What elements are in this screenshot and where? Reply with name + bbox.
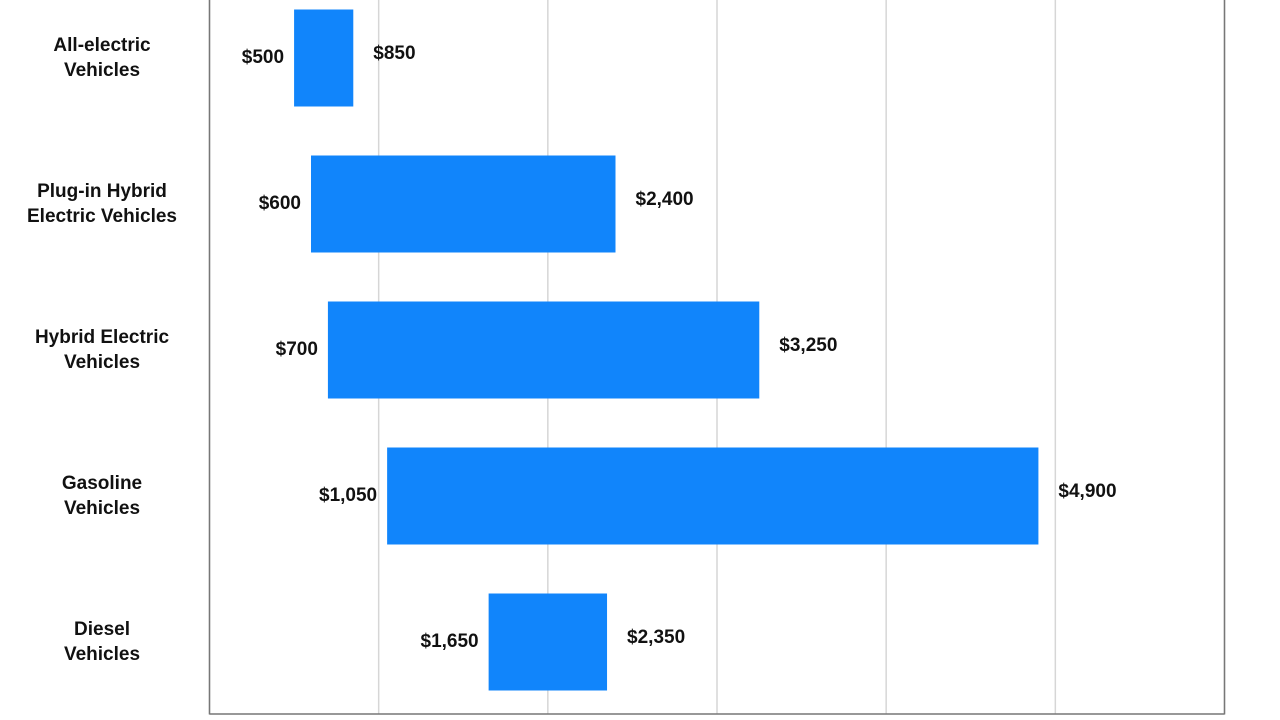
value-label-high: $850 (373, 43, 415, 64)
value-label-high: $3,250 (779, 335, 837, 356)
bar (387, 447, 1039, 545)
category-label: Plug-in Hybrid Electric Vehicles (27, 181, 177, 227)
value-label-low: $500 (242, 47, 284, 68)
value-label-low: $1,650 (421, 631, 479, 652)
bar (488, 593, 608, 691)
bar (327, 301, 760, 399)
bar (294, 9, 354, 107)
value-label-low: $1,050 (319, 485, 377, 506)
bar (311, 155, 616, 253)
value-label-high: $4,900 (1058, 481, 1116, 502)
category-label: Hybrid Electric Vehicles (34, 327, 170, 373)
value-label-low: $700 (276, 339, 318, 360)
category-label: Diesel Vehicles (63, 619, 141, 665)
category-label: Gasoline Vehicles (61, 473, 143, 519)
value-label-high: $2,350 (627, 627, 685, 648)
value-label-high: $2,400 (636, 189, 694, 210)
value-label-low: $600 (259, 193, 301, 214)
category-label: All-electric Vehicles (53, 35, 151, 81)
